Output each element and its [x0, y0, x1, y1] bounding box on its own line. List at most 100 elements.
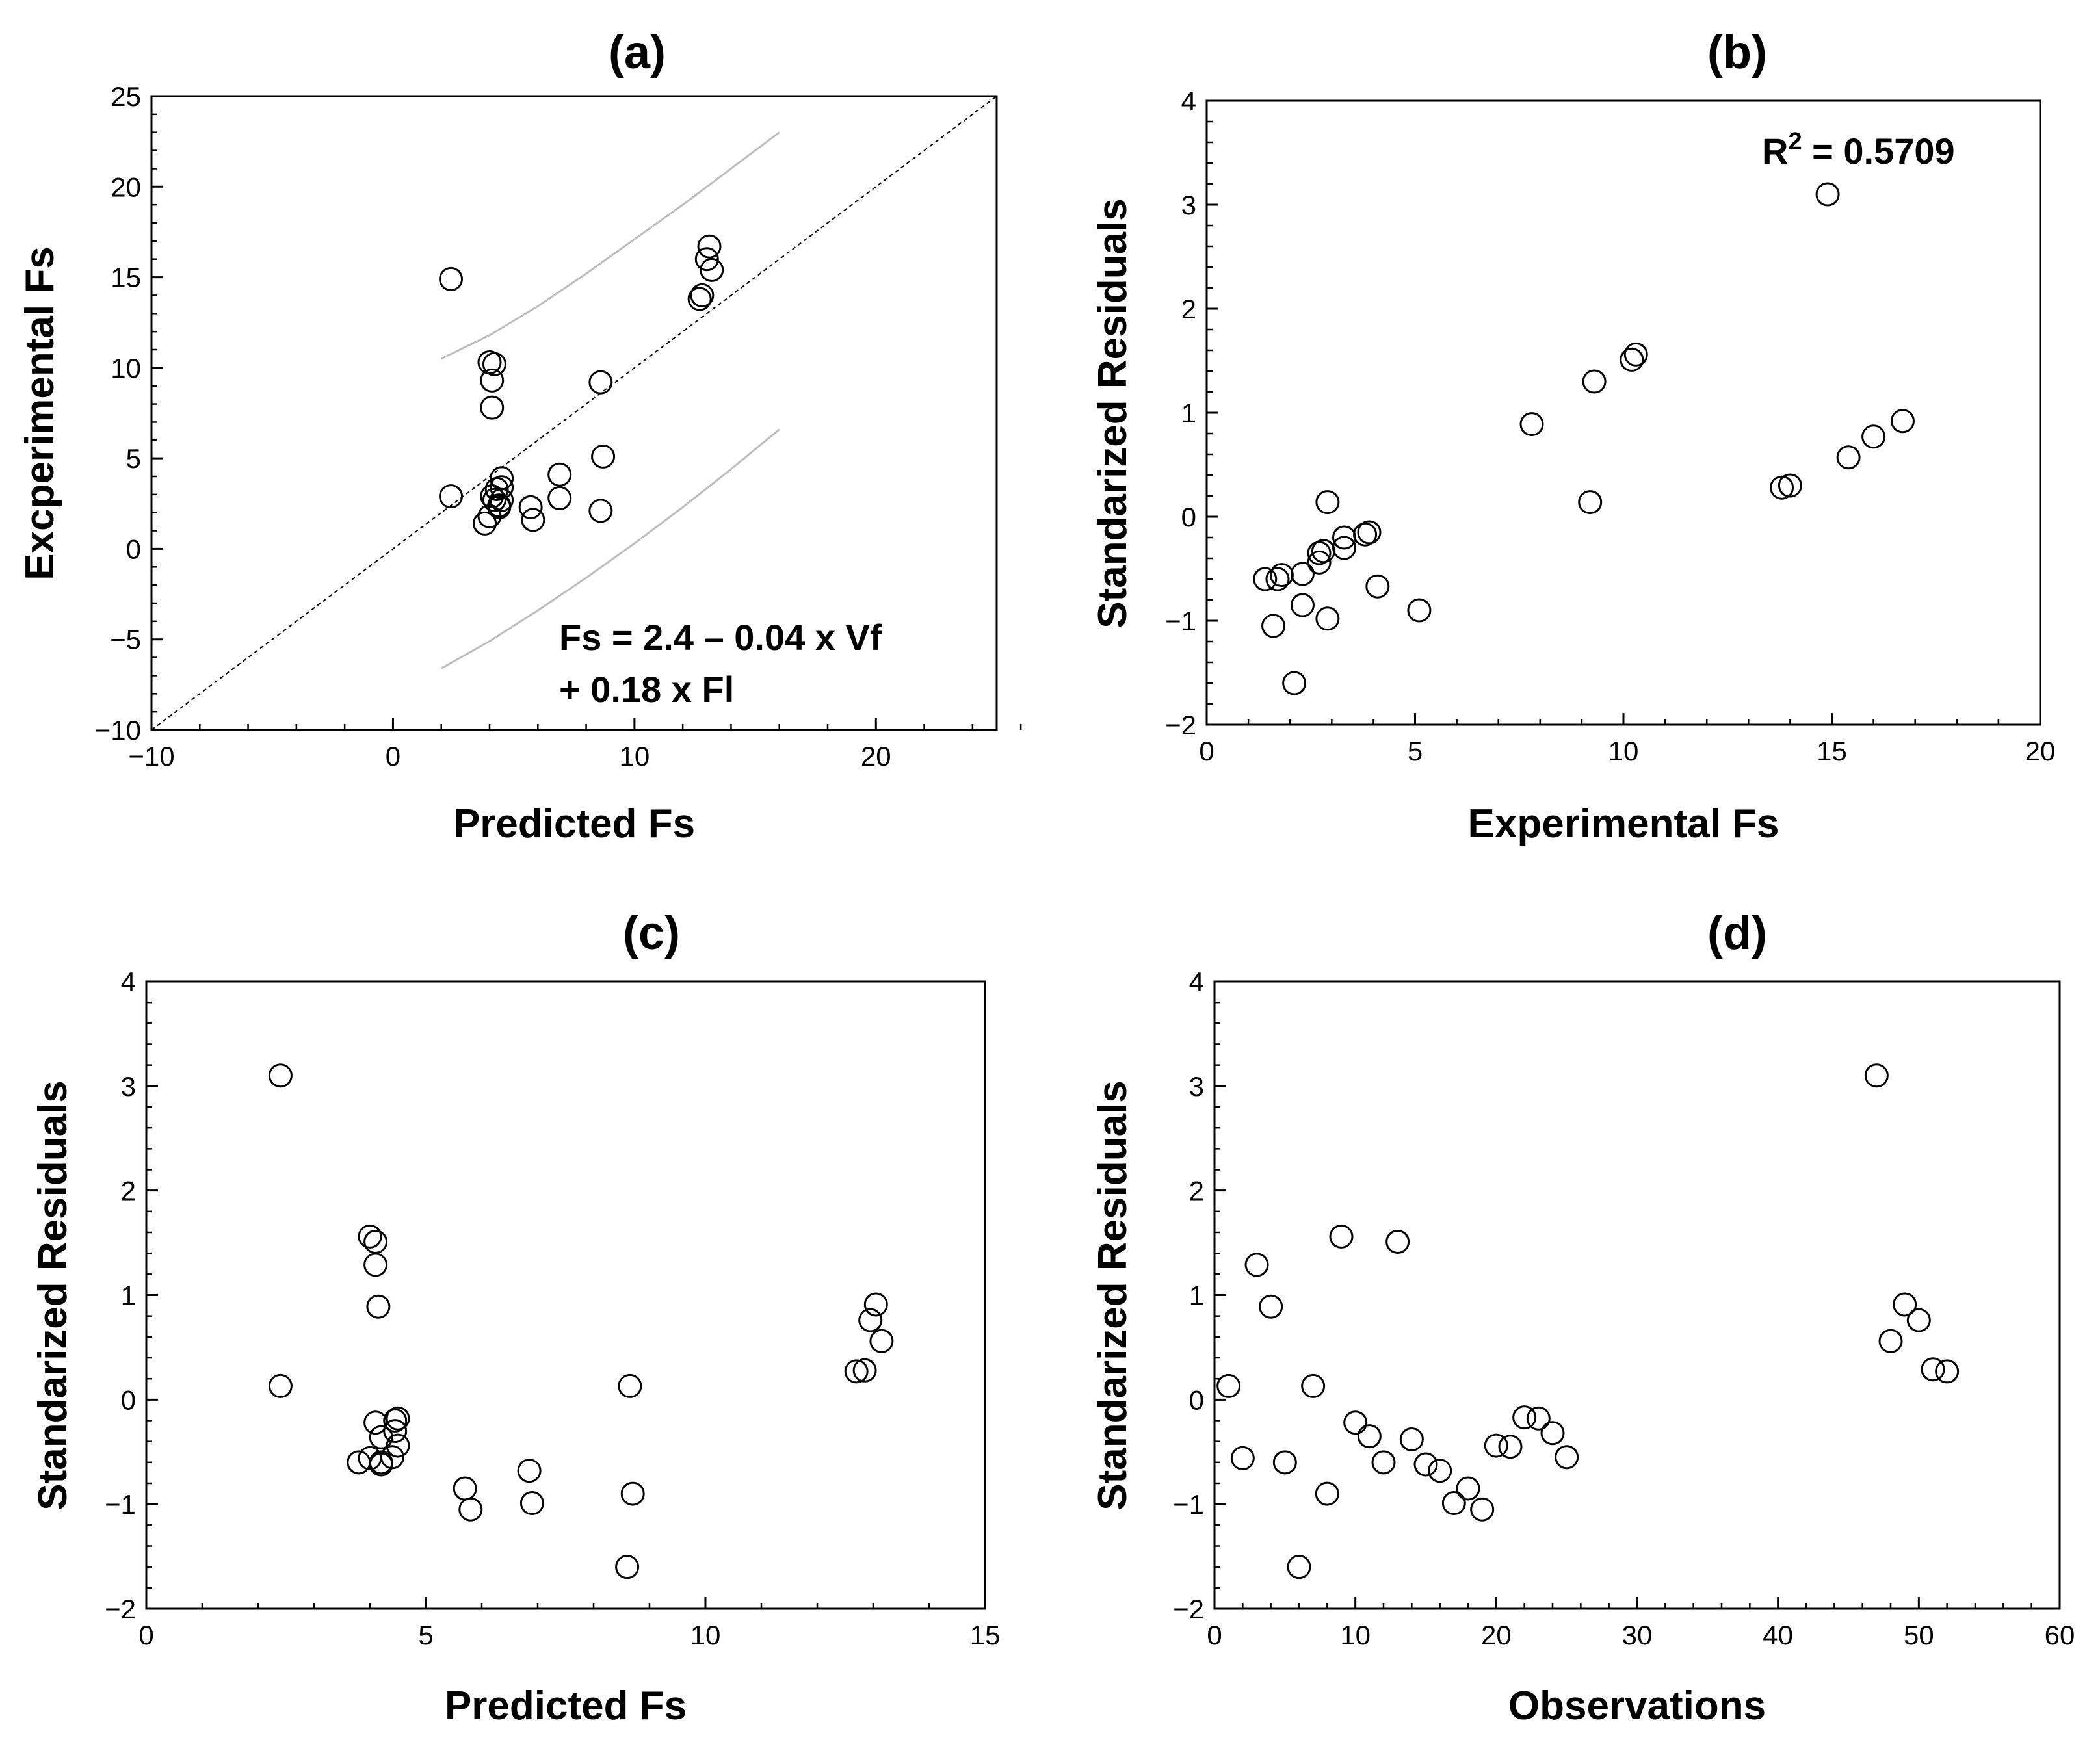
panel-c-plot-frame — [145, 980, 986, 1610]
data-point — [1906, 1308, 1931, 1332]
data-point — [863, 1292, 888, 1317]
data-point — [588, 499, 613, 523]
data-point — [687, 287, 712, 311]
data-point — [473, 511, 497, 536]
data-point — [1385, 1229, 1410, 1254]
y-tick-label: 4 — [121, 967, 136, 997]
panel-a-title: (a) — [609, 27, 666, 79]
data-point — [620, 1481, 645, 1506]
data-point — [480, 395, 505, 420]
panel-b-plot-frame — [1205, 99, 2041, 726]
data-point — [1428, 1459, 1452, 1483]
y-tick-label: 1 — [121, 1280, 136, 1311]
reference-line-1to1 — [151, 96, 997, 731]
data-point — [1623, 342, 1648, 367]
data-point — [547, 486, 572, 510]
data-point — [1921, 1357, 1945, 1382]
y-tick-label: 1 — [1181, 398, 1196, 428]
data-point — [383, 1419, 408, 1444]
x-tick-label: 10 — [690, 1620, 721, 1650]
data-point — [484, 477, 509, 501]
x-tick-label: 10 — [1340, 1620, 1371, 1650]
panel-b-r-squared-value: = 0.5709 — [1802, 131, 1955, 172]
y-tick-label: 25 — [111, 81, 141, 112]
y-tick-label: −2 — [105, 1594, 136, 1624]
panel-c-title: (c) — [623, 907, 680, 959]
y-tick-label: −2 — [1165, 710, 1196, 740]
x-tick-label: 20 — [861, 741, 891, 772]
y-tick-label: −10 — [95, 715, 141, 746]
data-point — [439, 266, 464, 291]
data-point — [1861, 424, 1886, 449]
x-tick-label: 5 — [1408, 736, 1423, 766]
lower-bound-curve — [440, 428, 780, 669]
y-tick-label: 2 — [121, 1176, 136, 1206]
data-point — [1470, 1497, 1495, 1522]
data-point — [1353, 522, 1378, 547]
data-point — [844, 1359, 869, 1384]
data-point — [1261, 614, 1286, 638]
panel-d-plot-frame — [1213, 980, 2061, 1610]
upper-bound-curve — [441, 131, 780, 360]
data-point — [1307, 550, 1332, 575]
y-tick-label: 0 — [1181, 502, 1196, 532]
data-point — [1371, 1450, 1396, 1475]
data-point — [1935, 1359, 1960, 1384]
y-tick-label: −1 — [1165, 606, 1196, 636]
y-tick-label: 4 — [1181, 86, 1196, 116]
data-point — [1272, 1450, 1297, 1475]
x-tick-label: 15 — [970, 1620, 1001, 1650]
data-point — [700, 257, 724, 282]
x-tick-label: 10 — [619, 741, 650, 772]
y-tick-label: 2 — [1189, 1176, 1204, 1206]
x-tick-label: 20 — [2025, 736, 2056, 766]
data-point — [268, 1373, 293, 1398]
y-tick-label: 0 — [126, 534, 141, 564]
panel-b-r-squared-superscript: 2 — [1788, 128, 1802, 155]
data-point — [366, 1294, 391, 1319]
data-point — [1290, 593, 1315, 617]
x-tick-label: 10 — [1608, 736, 1639, 766]
data-point — [1365, 574, 1390, 599]
x-tick-label: 40 — [1763, 1620, 1793, 1650]
panel-b: (b) 0 5 10 15 20 −2 −1 0 1 2 3 4 Experimental Fs St… — [1090, 27, 2055, 846]
y-tick-label: −1 — [1173, 1489, 1204, 1520]
y-tick-label: 0 — [121, 1384, 136, 1415]
data-point — [439, 484, 464, 509]
data-point — [1315, 490, 1340, 515]
y-tick-label: 3 — [121, 1071, 136, 1102]
data-point — [1357, 1424, 1382, 1449]
data-point — [694, 247, 719, 272]
data-point — [1456, 1476, 1480, 1501]
data-point — [1498, 1435, 1523, 1459]
data-point — [1357, 520, 1382, 545]
panel-d-y-axis-label: Standarized Residuals — [1090, 1080, 1135, 1511]
panel-b-r-squared: R2 = 0.5709 — [1762, 128, 1955, 172]
x-tick-label: 0 — [386, 741, 400, 772]
panel-b-x-axis-label: Experimental Fs — [1468, 801, 1779, 846]
data-point — [482, 487, 506, 512]
data-point — [1329, 1224, 1354, 1249]
y-tick-label: 3 — [1181, 190, 1196, 220]
y-tick-label: −2 — [1173, 1594, 1204, 1624]
data-point — [1407, 598, 1432, 623]
panel-a-equation-line-1: Fs = 2.4 – 0.04 x Vf — [559, 617, 882, 658]
y-tick-label: 0 — [1189, 1384, 1204, 1415]
data-point — [477, 504, 502, 528]
data-point — [615, 1555, 640, 1579]
panel-b-y-axis-label: Standarized Residuals — [1090, 198, 1135, 629]
data-point — [618, 1373, 642, 1398]
data-point — [1399, 1427, 1424, 1451]
data-point — [363, 1253, 388, 1277]
x-tick-label: 20 — [1481, 1620, 1512, 1650]
data-point — [518, 495, 543, 519]
x-tick-label: 0 — [1199, 736, 1214, 766]
y-tick-label: 3 — [1189, 1071, 1204, 1102]
data-point — [1512, 1405, 1537, 1430]
data-point — [1893, 1292, 1917, 1317]
x-tick-label: 30 — [1622, 1620, 1653, 1650]
data-point — [1315, 1481, 1339, 1506]
data-point — [1778, 473, 1802, 498]
data-point — [458, 1497, 483, 1522]
